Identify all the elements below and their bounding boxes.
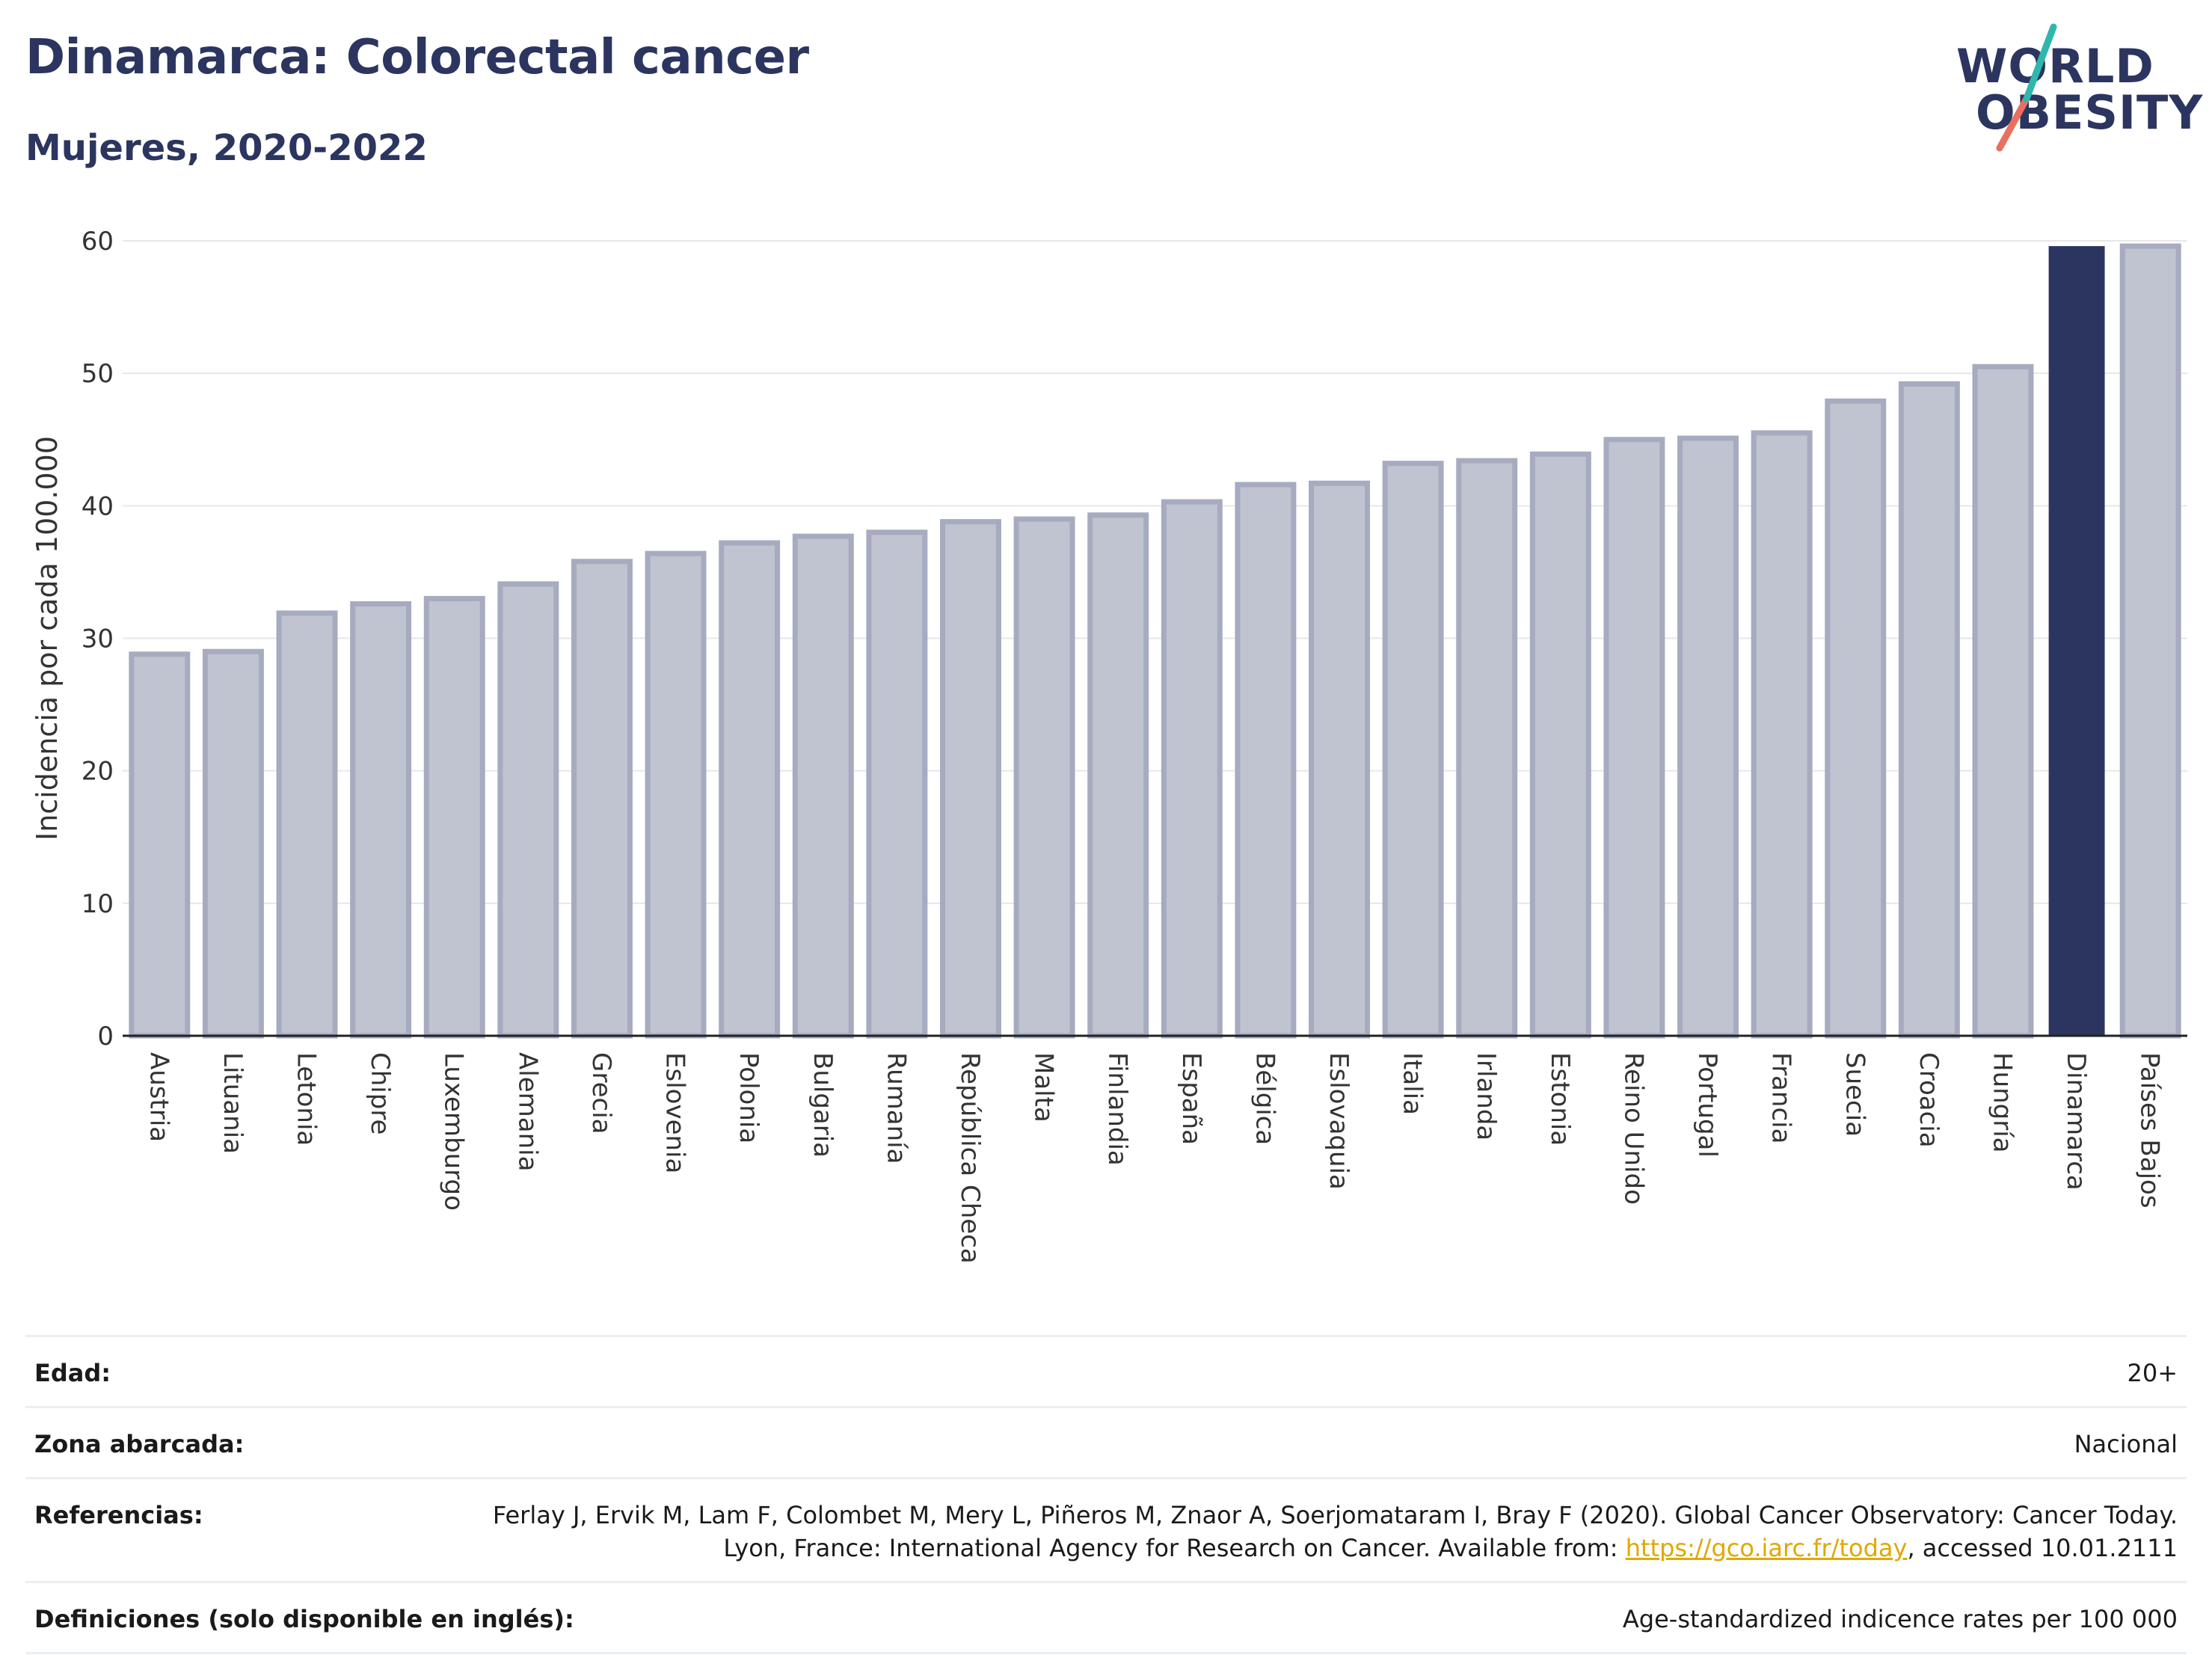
x-tick-label: Chipre (365, 1052, 395, 1134)
info-value: Nacional (2074, 1430, 2178, 1458)
y-tick-label: 20 (82, 757, 114, 787)
x-tick-label: Suecia (1840, 1052, 1870, 1137)
logo-slash-icon (1996, 23, 2057, 152)
bar (2119, 243, 2181, 1039)
x-tick-label: Rumanía (881, 1052, 911, 1164)
bar (645, 550, 707, 1039)
bar (792, 533, 854, 1039)
x-tick-label: Dinamarca (2061, 1052, 2091, 1191)
bar (129, 651, 191, 1039)
reference-text: Ferlay J, Ervik M, Lam F, Colombet M, Me… (492, 1501, 2178, 1562)
logo-line-1: WORLD (1956, 39, 2154, 93)
bar (940, 519, 1001, 1039)
bar (1456, 458, 1518, 1039)
bar (1677, 435, 1739, 1039)
bar (350, 601, 412, 1039)
bar (571, 559, 633, 1039)
info-value: Age-standardized indicence rates per 100… (1622, 1605, 2178, 1633)
bar (1382, 461, 1444, 1039)
bar (1309, 480, 1370, 1039)
bar (202, 648, 264, 1039)
world-obesity-logo: WORLD OBESITY (1944, 15, 2202, 165)
x-tick-label: Francia (1766, 1052, 1796, 1143)
bar (1751, 430, 1813, 1039)
x-tick-label: Letonia (292, 1052, 322, 1146)
reference-suffix: , accessed 10.01.2111 (1907, 1534, 2178, 1562)
info-label: Zona abarcada: (34, 1430, 245, 1458)
x-tick-label: Bulgaria (808, 1052, 838, 1158)
bar (1825, 398, 1887, 1039)
info-label: Edad: (34, 1359, 111, 1387)
x-tick-label: Croacia (1914, 1052, 1944, 1148)
bar (497, 581, 559, 1039)
info-row-age: Edad: 20+ (25, 1335, 2187, 1406)
x-tick-label: Estonia (1545, 1052, 1575, 1146)
bar (1603, 437, 1665, 1039)
bar (423, 595, 485, 1039)
bar (1161, 499, 1223, 1039)
bar (1972, 363, 2034, 1039)
y-tick-label: 50 (82, 359, 114, 389)
info-value: 20+ (2127, 1359, 2178, 1387)
info-table: Edad: 20+ Zona abarcada: Nacional Refere… (25, 1335, 2187, 1654)
bar (866, 529, 928, 1039)
x-tick-label: Luxemburgo (439, 1052, 469, 1211)
x-tick-label: República Checa (955, 1052, 985, 1264)
info-label: Definiciones (solo disponible en inglés)… (34, 1605, 574, 1633)
y-tick-label: 10 (82, 889, 114, 919)
x-tick-label: Países Bajos (2135, 1052, 2165, 1209)
bar (1898, 381, 1960, 1039)
x-tick-label: Grecia (586, 1052, 616, 1134)
x-tick-label: Hungría (1987, 1052, 2017, 1153)
bar (2048, 246, 2105, 1036)
y-tick-label: 0 (97, 1022, 114, 1051)
y-tick-label: 60 (82, 227, 114, 257)
x-tick-label: Reino Unido (1618, 1052, 1648, 1205)
reference-link[interactable]: https://gco.iarc.fr/today (1625, 1534, 1908, 1562)
info-label: Referencias: (34, 1501, 203, 1529)
x-tick-label: Irlanda (1471, 1052, 1501, 1140)
x-tick-label: Eslovenia (660, 1052, 690, 1173)
page-subtitle: Mujeres, 2020-2022 (25, 127, 428, 169)
info-row-zone: Zona abarcada: Nacional (25, 1406, 2187, 1477)
bar (1529, 451, 1591, 1039)
info-row-definitions: Definiciones (solo disponible en inglés)… (25, 1581, 2187, 1654)
bar (1087, 512, 1149, 1039)
info-value: Ferlay J, Ervik M, Lam F, Colombet M, Me… (458, 1499, 2178, 1565)
x-tick-label: Malta (1029, 1052, 1059, 1123)
y-tick-label: 30 (82, 624, 114, 654)
x-tick-label: Bélgica (1250, 1052, 1279, 1145)
y-tick-label: 40 (82, 491, 114, 521)
bar-chart: 0 10 20 30 40 50 60 Incidencia por cada 100.000… (31, 227, 2187, 1264)
x-tick-label: Lituania (218, 1052, 248, 1154)
x-tick-label: Finlandia (1102, 1052, 1132, 1166)
info-row-references: Referencias: Ferlay J, Ervik M, Lam F, C… (25, 1477, 2187, 1581)
bar (1235, 482, 1297, 1039)
x-tick-label: Polonia (734, 1052, 764, 1143)
page-title: Dinamarca: Colorectal cancer (25, 30, 809, 85)
bar (276, 610, 338, 1039)
x-tick-label: España (1176, 1052, 1206, 1145)
x-tick-label: Austria (144, 1052, 173, 1142)
bar (719, 540, 781, 1039)
x-tick-label: Portugal (1692, 1052, 1722, 1158)
bar (1013, 516, 1075, 1039)
y-axis-title: Incidencia por cada 100.000 (31, 436, 64, 841)
x-tick-label: Alemania (512, 1052, 542, 1171)
x-tick-label: Eslovaquia (1324, 1052, 1354, 1190)
x-tick-label: Italia (1398, 1052, 1428, 1115)
